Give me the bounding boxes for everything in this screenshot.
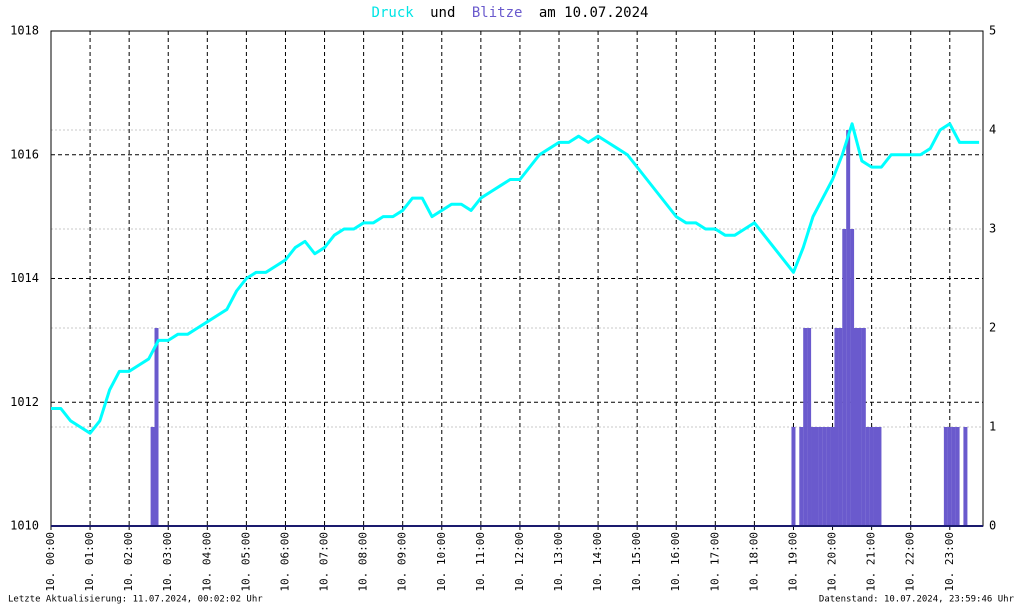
bar — [951, 427, 956, 526]
chart-title: Druck und Blitze am 10.07.2024 — [372, 5, 649, 21]
x-tick-label: 10. 07:00 — [318, 532, 331, 592]
bar — [834, 328, 839, 526]
title-series-1: Druck — [372, 5, 415, 21]
x-tick-label: 10. 03:00 — [161, 532, 174, 592]
bar — [838, 328, 843, 526]
bar — [853, 328, 858, 526]
footer-right: Datenstand: 10.07.2024, 23:59:46 Uhr — [819, 595, 1015, 605]
bar — [963, 427, 968, 526]
x-tick-label: 10. 19:00 — [786, 532, 799, 592]
bar — [857, 328, 862, 526]
bar — [877, 427, 882, 526]
bar — [814, 427, 819, 526]
bar — [869, 427, 874, 526]
x-tick-label: 10. 14:00 — [591, 532, 604, 592]
x-tick-label: 10. 10:00 — [435, 532, 448, 592]
x-tick-label: 10. 15:00 — [630, 532, 643, 592]
y-tick-label: 1018 — [10, 24, 39, 38]
x-tick-label: 10. 18:00 — [747, 532, 760, 592]
y2-tick-label: 1 — [989, 420, 996, 434]
x-tick-label: 10. 20:00 — [826, 532, 839, 592]
title-joiner: und — [430, 5, 455, 21]
bar — [947, 427, 952, 526]
bar — [818, 427, 823, 526]
bar — [861, 328, 866, 526]
bar — [842, 229, 847, 526]
title-suffix: am 10.07.2024 — [539, 5, 649, 21]
y-tick-label: 1010 — [10, 519, 39, 533]
y2-tick-label: 3 — [989, 222, 996, 236]
y-tick-label: 1016 — [10, 147, 39, 161]
line — [51, 122, 980, 435]
x-tick-label: 10. 00:00 — [44, 532, 57, 592]
bar — [830, 427, 835, 526]
bar — [150, 427, 155, 526]
y2-tick-label: 0 — [989, 519, 996, 533]
x-tick-label: 10. 06:00 — [278, 532, 291, 592]
x-tick-label: 10. 04:00 — [200, 532, 213, 592]
x-tick-label: 10. 01:00 — [83, 532, 96, 592]
bar — [154, 328, 159, 526]
bar — [826, 427, 831, 526]
y2-tick-label: 2 — [989, 321, 996, 335]
bar — [943, 427, 948, 526]
x-tick-label: 10. 21:00 — [865, 532, 878, 592]
bar — [807, 328, 812, 526]
bar — [803, 328, 808, 526]
bar — [850, 229, 855, 526]
bar — [799, 427, 804, 526]
bar — [873, 427, 878, 526]
x-tick-label: 10. 02:00 — [122, 532, 135, 592]
x-tick-label: 10. 13:00 — [552, 532, 565, 592]
bar — [955, 427, 960, 526]
bar — [846, 130, 851, 526]
x-tick-label: 10. 22:00 — [904, 532, 917, 592]
x-tick-label: 10. 17:00 — [708, 532, 721, 592]
x-tick-label: 10. 16:00 — [669, 532, 682, 592]
bar — [865, 427, 870, 526]
x-tick-label: 10. 09:00 — [396, 532, 409, 592]
bar — [811, 427, 816, 526]
x-tick-label: 10. 23:00 — [943, 532, 956, 592]
title-series-2: Blitze — [472, 5, 523, 21]
bar — [791, 427, 796, 526]
x-tick-label: 10. 05:00 — [239, 532, 252, 592]
x-tick-label: 10. 11:00 — [474, 532, 487, 592]
y2-tick-label: 5 — [989, 24, 996, 38]
y2-tick-label: 4 — [989, 123, 996, 137]
bar — [822, 427, 827, 526]
x-tick-label: 10. 08:00 — [357, 532, 370, 592]
footer-left: Letzte Aktualisierung: 11.07.2024, 00:02… — [8, 595, 263, 605]
y-tick-label: 1014 — [10, 271, 39, 285]
y-tick-label: 1012 — [10, 395, 39, 409]
x-tick-label: 10. 12:00 — [513, 532, 526, 592]
